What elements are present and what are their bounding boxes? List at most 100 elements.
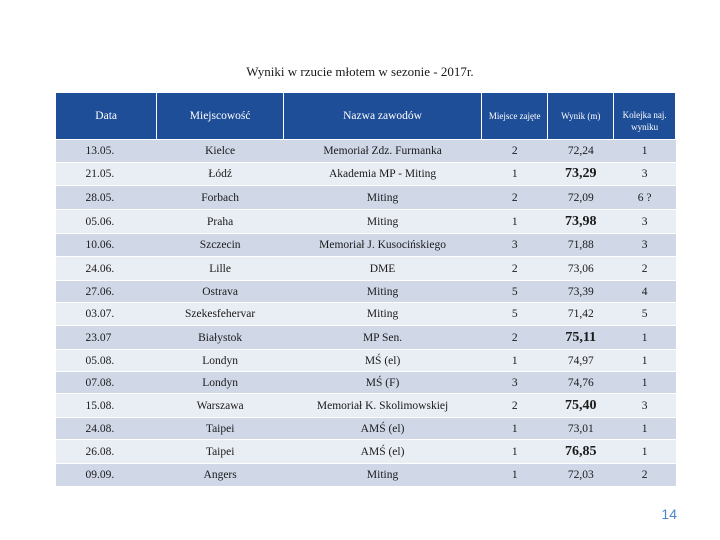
- table-row: 05.06. Praha Miting 1 73,98 3: [55, 209, 676, 234]
- event-cell: Memoriał K. Skolimowskiej: [283, 393, 482, 418]
- rank-cell: 3: [613, 162, 676, 186]
- place-cell: Angers: [156, 463, 284, 487]
- event-cell: Memoriał Zdz. Furmanka: [283, 139, 482, 163]
- date-cell: 05.08.: [55, 349, 157, 372]
- place-cell: Białystok: [156, 325, 284, 350]
- rank-cell: 1: [613, 417, 676, 440]
- result-cell: 74,97: [547, 349, 614, 372]
- date-cell: 13.05.: [55, 139, 157, 163]
- result-value-best: 76,85: [565, 443, 597, 459]
- place-cell: Ostrava: [156, 280, 284, 303]
- header-event: Nazwa zawodów: [282, 92, 483, 140]
- result-cell: 73,29: [547, 162, 614, 186]
- table-row: 09.09. Angers Miting 1 72,03 2: [55, 463, 676, 487]
- result-cell: 71,88: [547, 233, 614, 257]
- result-cell: 72,24: [547, 139, 614, 163]
- rank-cell: 1: [613, 371, 676, 394]
- date-cell: 09.09.: [55, 463, 157, 487]
- date-cell: 27.06.: [55, 280, 157, 303]
- result-cell: 73,39: [547, 280, 614, 303]
- rank-cell: 1: [613, 349, 676, 372]
- date-cell: 05.06.: [55, 209, 157, 234]
- position-cell: 1: [481, 463, 548, 487]
- position-cell: 2: [481, 256, 548, 281]
- rank-cell: 3: [613, 209, 676, 234]
- place-cell: Forbach: [156, 185, 284, 210]
- date-cell: 21.05.: [55, 162, 157, 186]
- place-cell: Szekesfehervar: [156, 302, 284, 326]
- position-cell: 1: [481, 439, 548, 464]
- event-cell: Miting: [283, 280, 482, 303]
- page-title: Wyniki w rzucie młotem w sezonie - 2017r…: [246, 64, 474, 79]
- place-cell: Taipei: [156, 417, 284, 440]
- table-row: 05.08. Londyn MŚ (el) 1 74,97 1: [55, 349, 676, 372]
- rank-cell: 1: [613, 439, 676, 464]
- table-row: 07.08. Londyn MŚ (F) 3 74,76 1: [55, 371, 676, 394]
- table-row: 28.05. Forbach Miting 2 72,09 6 ?: [55, 185, 676, 210]
- place-cell: Warszawa: [156, 393, 284, 418]
- result-value-best: 75,40: [565, 397, 597, 413]
- result-cell: 75,40: [547, 393, 614, 418]
- position-cell: 1: [481, 417, 548, 440]
- date-cell: 10.06.: [55, 233, 157, 257]
- event-cell: Miting: [283, 185, 482, 210]
- table-row: 23.07 Białystok MP Sen. 2 75,11 1: [55, 325, 676, 350]
- event-cell: Akademia MP - Miting: [283, 162, 482, 186]
- table-row: 21.05. Łódź Akademia MP - Miting 1 73,29 3: [55, 162, 676, 186]
- place-cell: Lille: [156, 256, 284, 281]
- position-cell: 1: [481, 209, 548, 234]
- date-cell: 28.05.: [55, 185, 157, 210]
- event-cell: AMŚ (el): [283, 417, 482, 440]
- date-cell: 03.07.: [55, 302, 157, 326]
- table-row: 03.07. Szekesfehervar Miting 5 71,42 5: [55, 302, 676, 326]
- place-cell: Kielce: [156, 139, 284, 163]
- table-header-row: Data Miejscowość Nazwa zawodów Miejsce z…: [54, 92, 676, 140]
- rank-cell: 1: [613, 325, 676, 350]
- position-cell: 3: [481, 371, 548, 394]
- position-cell: 5: [481, 302, 548, 326]
- result-cell: 73,06: [547, 256, 614, 281]
- date-cell: 26.08.: [55, 439, 157, 464]
- event-cell: Miting: [283, 209, 482, 234]
- event-cell: Miting: [283, 302, 482, 326]
- rank-cell: 2: [613, 463, 676, 487]
- date-cell: 24.06.: [55, 256, 157, 281]
- result-cell: 71,42: [547, 302, 614, 326]
- place-cell: Londyn: [156, 371, 284, 394]
- rank-cell: 3: [613, 393, 676, 418]
- rank-cell: 4: [613, 280, 676, 303]
- rank-cell: 2: [613, 256, 676, 281]
- results-table: Data Miejscowość Nazwa zawodów Miejsce z…: [54, 92, 676, 487]
- event-cell: DME: [283, 256, 482, 281]
- date-cell: 15.08.: [55, 393, 157, 418]
- position-cell: 2: [481, 325, 548, 350]
- table-row: 26.08. Taipei AMŚ (el) 1 76,85 1: [55, 439, 676, 464]
- position-cell: 2: [481, 139, 548, 163]
- rank-cell: 5: [613, 302, 676, 326]
- table-row: 27.06. Ostrava Miting 5 73,39 4: [55, 280, 676, 303]
- result-cell: 72,09: [547, 185, 614, 210]
- page-number: 14: [661, 506, 677, 522]
- header-rank: Kolejka naj. wyniku: [613, 92, 676, 140]
- result-cell: 73,98: [547, 209, 614, 234]
- header-place: Miejscowość: [156, 92, 284, 140]
- event-cell: MŚ (F): [283, 371, 482, 394]
- position-cell: 1: [481, 349, 548, 372]
- position-cell: 1: [481, 162, 548, 186]
- result-cell: 76,85: [547, 439, 614, 464]
- header-date: Data: [54, 92, 158, 140]
- header-result: Wynik (m): [547, 92, 615, 140]
- result-cell: 75,11: [547, 325, 614, 350]
- event-cell: MŚ (el): [283, 349, 482, 372]
- result-cell: 72,03: [547, 463, 614, 487]
- event-cell: Memoriał J. Kusocińskiego: [283, 233, 482, 257]
- place-cell: Londyn: [156, 349, 284, 372]
- date-cell: 24.08.: [55, 417, 157, 440]
- event-cell: Miting: [283, 463, 482, 487]
- position-cell: 2: [481, 393, 548, 418]
- result-value-best: 73,98: [565, 213, 597, 229]
- rank-cell: 3: [613, 233, 676, 257]
- date-cell: 07.08.: [55, 371, 157, 394]
- result-cell: 73,01: [547, 417, 614, 440]
- rank-cell: 6 ?: [613, 185, 676, 210]
